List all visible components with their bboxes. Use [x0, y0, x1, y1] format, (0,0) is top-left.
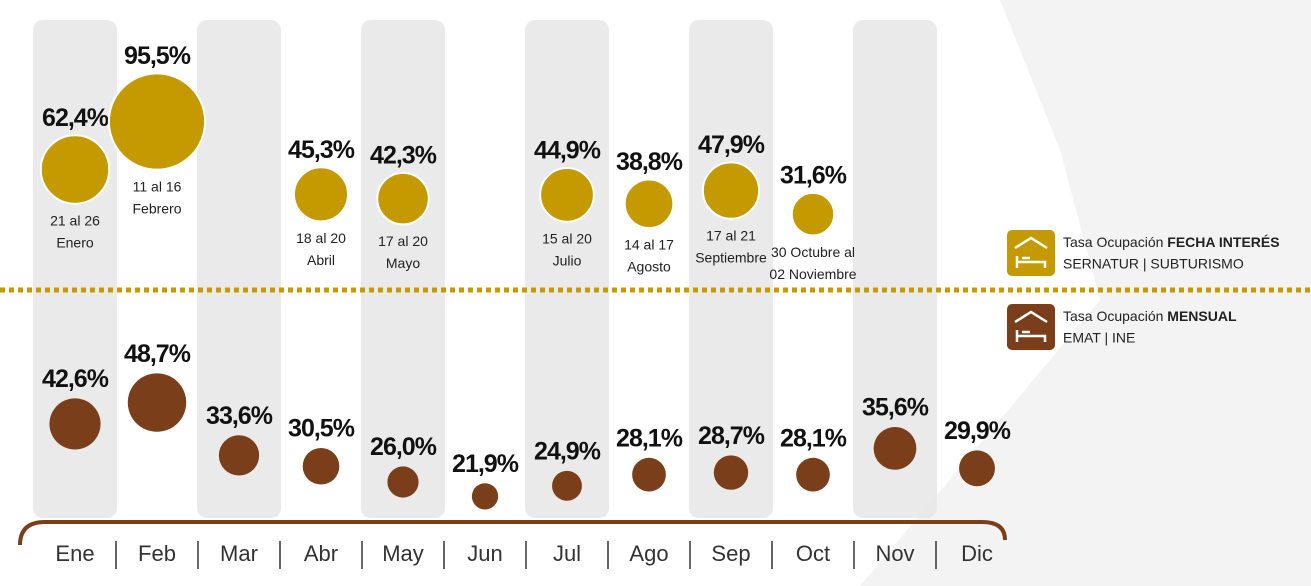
value-label: 42,3% — [370, 142, 437, 170]
date-label: Enero — [56, 234, 94, 250]
bubble — [49, 398, 101, 450]
column-band — [361, 20, 445, 518]
value-label: 42,6% — [42, 365, 109, 393]
value-label: 28,7% — [698, 422, 765, 450]
bubble — [701, 161, 761, 220]
bubble — [873, 427, 917, 470]
value-label: 35,6% — [862, 394, 929, 422]
bubble — [292, 166, 350, 223]
month-label: Sep — [711, 541, 750, 566]
value-label: 30,5% — [288, 415, 355, 443]
month-label: May — [382, 541, 424, 566]
bubble — [632, 457, 666, 492]
value-label: 24,9% — [534, 438, 601, 466]
column-band — [525, 20, 609, 518]
month-label: Ago — [629, 541, 668, 566]
legend-source: EMAT | INE — [1063, 330, 1135, 346]
axis-bracket — [18, 520, 1007, 546]
bubble — [796, 457, 830, 492]
date-label: Abril — [307, 252, 335, 268]
bubble — [127, 373, 187, 432]
date-label: 17 al 20 — [378, 233, 428, 249]
date-label: 14 al 17 — [624, 237, 674, 253]
date-label: 30 Octubre al — [771, 244, 855, 260]
date-label: 02 Noviembre — [769, 266, 856, 282]
value-label: 62,4% — [42, 104, 109, 132]
value-label: 45,3% — [288, 136, 355, 164]
month-label: Ene — [55, 541, 94, 566]
bubble — [713, 455, 749, 490]
legend-entry: Tasa Ocupación FECHA INTERÉS — [1063, 234, 1280, 250]
value-label: 47,9% — [698, 131, 765, 159]
bubble — [959, 450, 995, 487]
bubble — [376, 171, 430, 226]
bubble — [107, 72, 207, 171]
legend-text: Tasa Ocupación — [1063, 234, 1163, 250]
date-label: 17 al 21 — [706, 227, 756, 243]
date-label: 18 al 20 — [296, 230, 346, 246]
value-label: 21,9% — [452, 450, 519, 478]
value-label: 33,6% — [206, 402, 273, 430]
map-texture — [860, 0, 1311, 586]
column-band — [853, 20, 937, 518]
bubble — [39, 134, 111, 205]
month-label: Feb — [138, 541, 176, 566]
legend-entry: Tasa Ocupación MENSUAL — [1063, 308, 1237, 324]
date-label: Septiembre — [695, 249, 767, 265]
date-label: 21 al 26 — [50, 212, 100, 228]
month-label: Nov — [875, 541, 914, 566]
bubble — [387, 466, 419, 498]
column-band — [689, 20, 773, 518]
legend-bold: FECHA INTERÉS — [1167, 234, 1279, 250]
legend-icon — [1007, 230, 1055, 276]
bubble — [218, 435, 260, 476]
month-label: Dic — [961, 541, 993, 566]
legend-bold: MENSUAL — [1167, 308, 1237, 324]
bubble — [471, 483, 499, 510]
bubble — [790, 191, 836, 237]
date-label: 15 al 20 — [542, 230, 592, 246]
value-label: 26,0% — [370, 433, 437, 461]
month-label: Abr — [304, 541, 338, 566]
date-label: Febrero — [132, 200, 181, 216]
icon-bed — [1014, 236, 1048, 268]
column-band — [197, 20, 281, 518]
value-label: 48,7% — [124, 340, 191, 368]
value-label: 28,1% — [616, 424, 683, 452]
date-label: Mayo — [386, 255, 420, 271]
value-label: 95,5% — [124, 42, 191, 70]
value-label: 44,9% — [534, 137, 601, 165]
month-label: Jul — [553, 541, 581, 566]
bubble — [539, 167, 595, 223]
bubble — [623, 178, 675, 230]
value-label: 28,1% — [780, 424, 847, 452]
value-label: 29,9% — [944, 417, 1011, 445]
month-label: Jun — [467, 541, 502, 566]
date-label: 11 al 16 — [133, 178, 182, 194]
legend-icon — [1007, 304, 1055, 350]
month-label: Mar — [220, 541, 258, 566]
month-label: Oct — [796, 541, 830, 566]
bubble — [302, 447, 340, 485]
icon-bed — [1014, 310, 1048, 342]
value-label: 31,6% — [780, 162, 847, 190]
value-label: 38,8% — [616, 148, 683, 176]
legend-source: SERNATUR | SUBTURISMO — [1063, 256, 1244, 272]
date-label: Agosto — [627, 259, 671, 275]
bubble — [552, 470, 582, 501]
date-label: Julio — [553, 252, 582, 268]
legend-text: Tasa Ocupación — [1063, 308, 1163, 324]
